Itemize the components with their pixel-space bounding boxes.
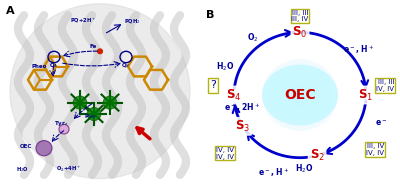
Text: O$_2$+4H$^+$: O$_2$+4H$^+$ <box>56 164 81 174</box>
Text: O$_2$: O$_2$ <box>247 31 258 44</box>
Circle shape <box>288 83 312 107</box>
Circle shape <box>267 64 333 126</box>
Text: OEC: OEC <box>284 88 316 102</box>
Circle shape <box>293 88 307 102</box>
Circle shape <box>290 86 310 104</box>
Circle shape <box>296 91 304 99</box>
Text: H$_2$O: H$_2$O <box>216 61 234 73</box>
Text: e$^-$, H$^+$: e$^-$, H$^+$ <box>258 166 290 179</box>
Text: S$_2$: S$_2$ <box>310 148 324 163</box>
Text: III, III
III, IV: III, III III, IV <box>291 10 309 22</box>
Circle shape <box>298 93 302 97</box>
Text: ?: ? <box>210 81 216 90</box>
Text: H$_2$O: H$_2$O <box>16 165 29 174</box>
Ellipse shape <box>10 4 190 179</box>
Text: Q$_A$: Q$_A$ <box>50 62 58 70</box>
Circle shape <box>36 141 52 156</box>
Text: e$^-$, 2H$^+$: e$^-$, 2H$^+$ <box>224 101 260 114</box>
Text: S$_1$: S$_1$ <box>358 87 374 103</box>
Text: III, IV
IV, IV: III, IV IV, IV <box>366 143 384 156</box>
Text: OEC: OEC <box>20 144 32 149</box>
Ellipse shape <box>262 65 338 125</box>
Circle shape <box>87 107 101 121</box>
Text: P$_{680}$: P$_{680}$ <box>84 112 97 121</box>
Circle shape <box>59 124 69 134</box>
Text: Tyr$_z$: Tyr$_z$ <box>54 119 68 128</box>
Circle shape <box>98 49 102 54</box>
Text: Fe: Fe <box>90 44 97 49</box>
Text: S$_0$: S$_0$ <box>292 25 308 40</box>
Text: A: A <box>6 6 15 16</box>
Text: PQ+2H$^+$: PQ+2H$^+$ <box>70 16 96 25</box>
Circle shape <box>285 81 315 109</box>
Text: e$^-$: e$^-$ <box>375 118 388 128</box>
Text: III, III
IV, IV: III, III IV, IV <box>376 79 394 92</box>
Text: Pheo: Pheo <box>32 64 47 69</box>
Circle shape <box>262 59 338 131</box>
Circle shape <box>283 78 317 112</box>
Text: PQH$_2$: PQH$_2$ <box>124 17 141 26</box>
Circle shape <box>275 71 325 119</box>
Circle shape <box>270 66 330 124</box>
Text: S$_4$: S$_4$ <box>226 87 242 103</box>
Text: B: B <box>206 10 214 20</box>
Text: IV, IV
IV, IV: IV, IV IV, IV <box>216 147 234 160</box>
Circle shape <box>278 74 322 116</box>
Circle shape <box>73 96 87 109</box>
Text: Q$_B$: Q$_B$ <box>122 62 130 70</box>
Circle shape <box>264 61 336 129</box>
Text: e$^-$, H$^+$: e$^-$, H$^+$ <box>343 44 374 56</box>
Circle shape <box>280 76 320 114</box>
Circle shape <box>103 96 117 109</box>
Text: H$_2$O: H$_2$O <box>295 162 313 175</box>
Text: S$_3$: S$_3$ <box>235 119 250 134</box>
Circle shape <box>272 69 328 121</box>
